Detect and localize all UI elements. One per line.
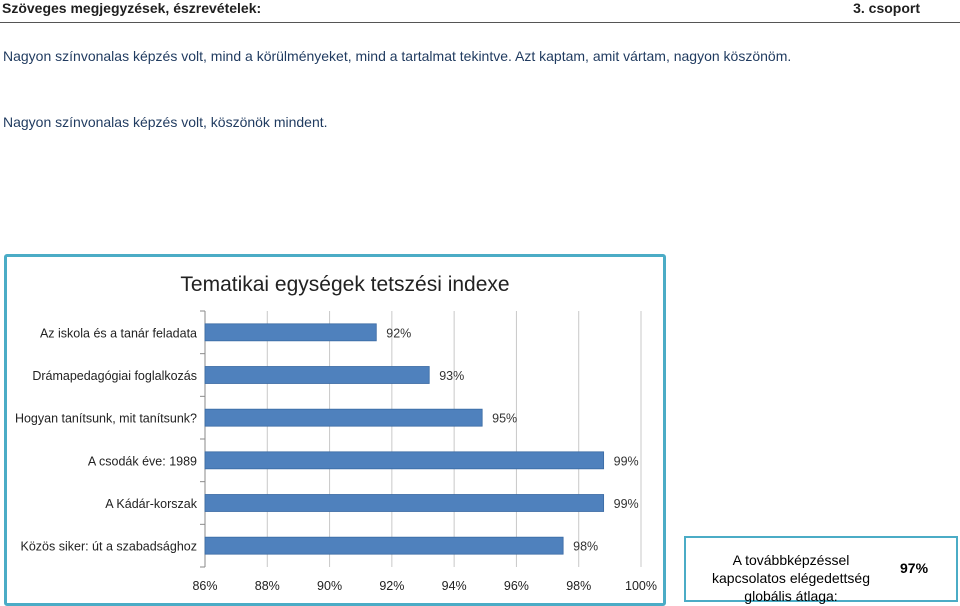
page-title: Szöveges megjegyzések, észrevételek: bbox=[2, 0, 262, 16]
bar bbox=[204, 536, 564, 555]
bar bbox=[204, 451, 605, 470]
x-tick-label: 88% bbox=[255, 579, 280, 593]
x-tick-label: 90% bbox=[317, 579, 342, 593]
chart-canvas: Tematikai egységek tetszési indexe Az isk… bbox=[15, 273, 657, 593]
category-label: Hogyan tanítsunk, mit tanítsunk? bbox=[15, 412, 197, 426]
bar bbox=[204, 494, 605, 512]
bar bbox=[204, 366, 430, 384]
x-tick-label: 96% bbox=[504, 579, 529, 593]
category-label: Közös siker: út a szabadsághoz bbox=[21, 540, 198, 554]
chart-title: Tematikai egységek tetszési indexe bbox=[180, 273, 509, 296]
data-label: 98% bbox=[573, 540, 598, 554]
data-label: 93% bbox=[439, 369, 464, 383]
category-label: Drámapedagógiai foglalkozás bbox=[32, 369, 197, 383]
comment-text: Nagyon színvonalas képzés volt, köszönök… bbox=[3, 114, 328, 130]
group-label: 3. csoport bbox=[853, 0, 920, 16]
data-label: 99% bbox=[614, 497, 639, 511]
category-label: Az iskola és a tanár feladata bbox=[40, 326, 197, 340]
bar bbox=[204, 323, 377, 342]
x-tick-label: 98% bbox=[566, 579, 591, 593]
category-label: A Kádár-korszak bbox=[105, 497, 197, 511]
data-label: 99% bbox=[614, 454, 639, 468]
bar bbox=[204, 408, 483, 427]
x-tick-label: 100% bbox=[625, 579, 657, 593]
summary-box: A továbbképzéssel kapcsolatos elégedetts… bbox=[684, 536, 958, 604]
category-label: A csodák éve: 1989 bbox=[88, 454, 197, 468]
summary-label: A továbbképzéssel kapcsolatos elégedetts… bbox=[712, 552, 870, 604]
x-tick-label: 92% bbox=[379, 579, 404, 593]
data-label: 92% bbox=[386, 326, 411, 340]
header-divider bbox=[0, 22, 960, 23]
data-label: 95% bbox=[492, 412, 517, 426]
comment-text: Nagyon színvonalas képzés volt, mind a k… bbox=[3, 48, 792, 64]
x-tick-label: 94% bbox=[442, 579, 467, 593]
summary-value: 97% bbox=[900, 560, 929, 576]
x-tick-label: 86% bbox=[192, 579, 217, 593]
rating-chart: Tematikai egységek tetszési indexe Az isk… bbox=[4, 254, 666, 606]
